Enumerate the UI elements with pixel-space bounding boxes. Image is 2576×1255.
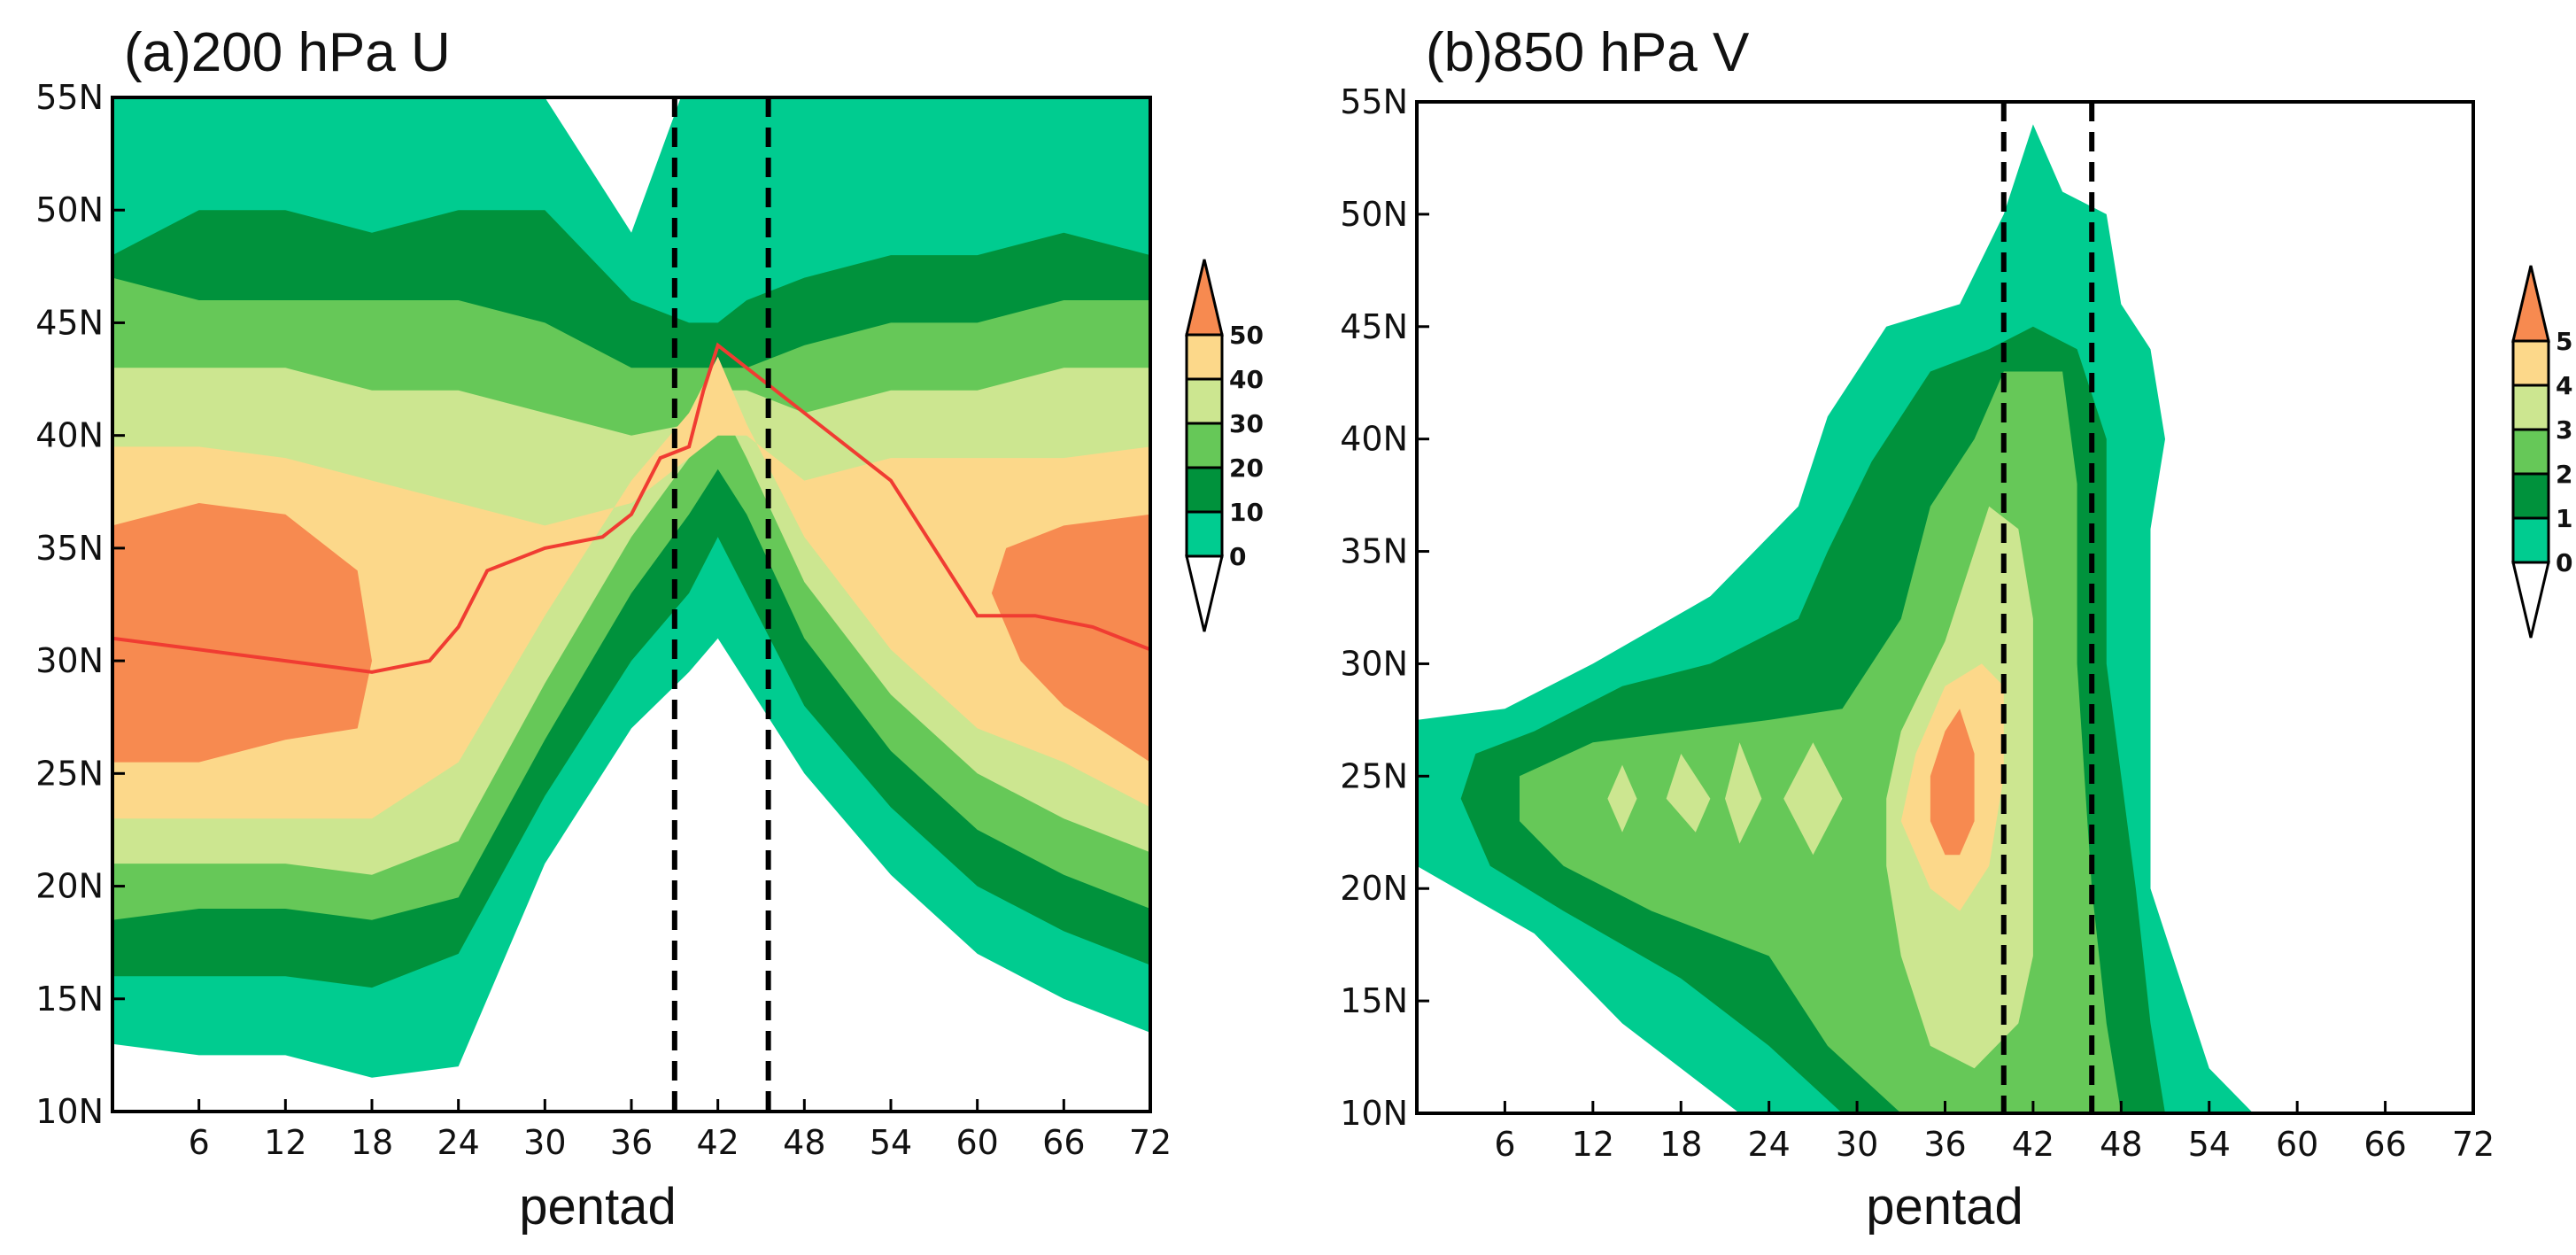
panel-b-xlabel: pentad — [1866, 1178, 2023, 1236]
x-tick-label: 48 — [783, 1123, 825, 1162]
contour-region-7 — [1783, 742, 1843, 856]
colorbar-extend-top — [1185, 259, 1224, 337]
y-tick-label: 25N — [1340, 756, 1408, 795]
y-tick-label: 35N — [1340, 532, 1408, 571]
contour-region-5 — [1666, 754, 1711, 833]
y-tick-label: 20N — [1340, 869, 1408, 908]
colorbar-segment — [2511, 428, 2550, 476]
y-tick-label: 20N — [35, 867, 104, 906]
panel-b: (b)850 hPa V 10N 15N 20N 25N 30N 35N 40N 45N 50N… — [1340, 22, 2572, 1236]
y-tick-label: 15N — [1340, 981, 1408, 1020]
colorbar-tick-label: 5 — [2556, 327, 2572, 356]
x-tick-label: 72 — [1129, 1123, 1172, 1162]
x-tick-label: 24 — [437, 1123, 479, 1162]
x-tick-label: 72 — [2452, 1125, 2495, 1164]
y-tick-label: 50N — [35, 190, 104, 229]
contour-core-west — [112, 503, 372, 763]
panel-a-axes: 10N 15N 20N 25N 30N 35N 40N 45N 50N 55N 6 12 18 24 30 3… — [35, 78, 1172, 1162]
contour-band-40 — [112, 356, 1150, 819]
x-tick-label: 36 — [1923, 1125, 1966, 1164]
colorbar-tick-label: 50 — [1229, 321, 1264, 350]
x-tick-label: 12 — [1572, 1125, 1614, 1164]
panel-b-colorbar: 0 1 2 3 4 5 — [2511, 265, 2572, 639]
jet-axis-line — [112, 342, 1150, 674]
panel-b-axes: 10N 15N 20N 25N 30N 35N 40N 45N 50N 55N 6 12 18 24 30 3… — [1340, 82, 2495, 1164]
y-tick-label: 30N — [1340, 644, 1408, 683]
colorbar-segment — [1185, 377, 1224, 425]
colorbar-segment — [1185, 466, 1224, 514]
colorbar-tick-label: 20 — [1229, 453, 1264, 483]
colorbar-segment — [2511, 516, 2550, 564]
colorbar-extend-bottom — [1185, 554, 1224, 632]
colorbar-tick-label: 30 — [1229, 409, 1264, 438]
x-tick-label: 18 — [351, 1123, 393, 1162]
colorbar-segment — [2511, 383, 2550, 431]
y-tick-label: 45N — [1340, 307, 1408, 346]
y-tick-label: 30N — [35, 641, 104, 680]
x-tick-label: 6 — [1494, 1125, 1515, 1164]
y-tick-label: 50N — [1340, 195, 1408, 234]
x-tick-label: 42 — [696, 1123, 739, 1162]
colorbar-extend-top — [2511, 265, 2550, 343]
colorbar-segment — [2511, 472, 2550, 520]
x-tick-label: 36 — [610, 1123, 653, 1162]
x-tick-label: 60 — [955, 1123, 998, 1162]
colorbar-tick-label: 10 — [1229, 498, 1264, 527]
y-tick-label: 55N — [1340, 82, 1408, 121]
colorbar-tick-label: 1 — [2556, 504, 2572, 533]
y-tick-label: 45N — [35, 303, 104, 342]
y-tick-label: 40N — [1340, 420, 1408, 459]
colorbar-segment — [2511, 339, 2550, 387]
panel-a-plot-area — [112, 97, 1150, 1112]
colorbar-tick-label: 4 — [2556, 371, 2572, 400]
panel-a-title: (a)200 hPa U — [124, 22, 451, 83]
contour-core-east — [991, 514, 1150, 763]
y-tick-label: 40N — [35, 416, 104, 455]
x-tick-label: 54 — [870, 1123, 912, 1162]
y-tick-label: 35N — [35, 529, 104, 568]
colorbar-tick-label: 0 — [2556, 548, 2572, 577]
y-tick-label: 25N — [35, 754, 104, 793]
panel-a-colorbar: 0 10 20 30 40 50 — [1185, 259, 1264, 632]
colorbar-segment — [1185, 510, 1224, 558]
contour-region-6 — [1725, 742, 1762, 844]
x-tick-label: 12 — [264, 1123, 306, 1162]
panel-a-xlabel: pentad — [519, 1178, 676, 1236]
x-tick-label: 30 — [1836, 1125, 1878, 1164]
colorbar-segment — [1185, 333, 1224, 381]
colorbar-tick-label: 2 — [2556, 460, 2572, 489]
contour-region-4 — [1607, 764, 1637, 833]
x-tick-label: 6 — [189, 1123, 210, 1162]
colorbar-segment — [1185, 422, 1224, 469]
panel-b-title: (b)850 hPa V — [1426, 22, 1750, 83]
contour-region-9 — [1930, 709, 1975, 856]
x-tick-label: 30 — [523, 1123, 566, 1162]
x-tick-label: 66 — [2363, 1125, 2406, 1164]
y-tick-label: 55N — [35, 78, 104, 117]
colorbar-tick-label: 3 — [2556, 415, 2572, 445]
panel-a: (a)200 hPa U 10N 15N 20N 25N 30N 35N 40N 45N 50N… — [35, 22, 1264, 1236]
x-tick-label: 66 — [1042, 1123, 1085, 1162]
x-tick-label: 60 — [2276, 1125, 2318, 1164]
x-tick-label: 18 — [1659, 1125, 1702, 1164]
colorbar-tick-label: 0 — [1229, 542, 1246, 571]
x-tick-label: 54 — [2188, 1125, 2231, 1164]
x-tick-label: 42 — [2012, 1125, 2054, 1164]
x-tick-label: 48 — [2100, 1125, 2142, 1164]
panel-b-plot-area — [1417, 102, 2254, 1113]
colorbar-extend-bottom — [2511, 561, 2550, 639]
colorbar-tick-label: 40 — [1229, 365, 1264, 394]
y-tick-label: 10N — [35, 1092, 104, 1131]
x-tick-label: 24 — [1747, 1125, 1790, 1164]
y-tick-label: 10N — [1340, 1094, 1408, 1133]
y-tick-label: 15N — [35, 980, 104, 1019]
